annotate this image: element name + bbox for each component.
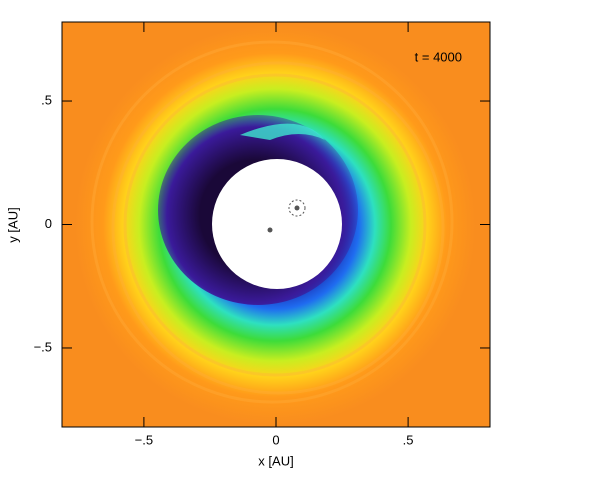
x-axis-label: x [AU] [258,453,293,468]
y-tick-label: .5 [41,92,52,107]
x-tick-label: 0 [272,432,279,447]
density-map [62,22,490,427]
x-tick-label: .5 [403,432,414,447]
y-tick-label: 0 [45,216,52,231]
annotation: t = 4000 [415,49,462,64]
y-axis-label: y [AU] [5,207,20,242]
x-tick-label: −.5 [135,432,153,447]
y-tick-label: −.5 [34,339,52,354]
